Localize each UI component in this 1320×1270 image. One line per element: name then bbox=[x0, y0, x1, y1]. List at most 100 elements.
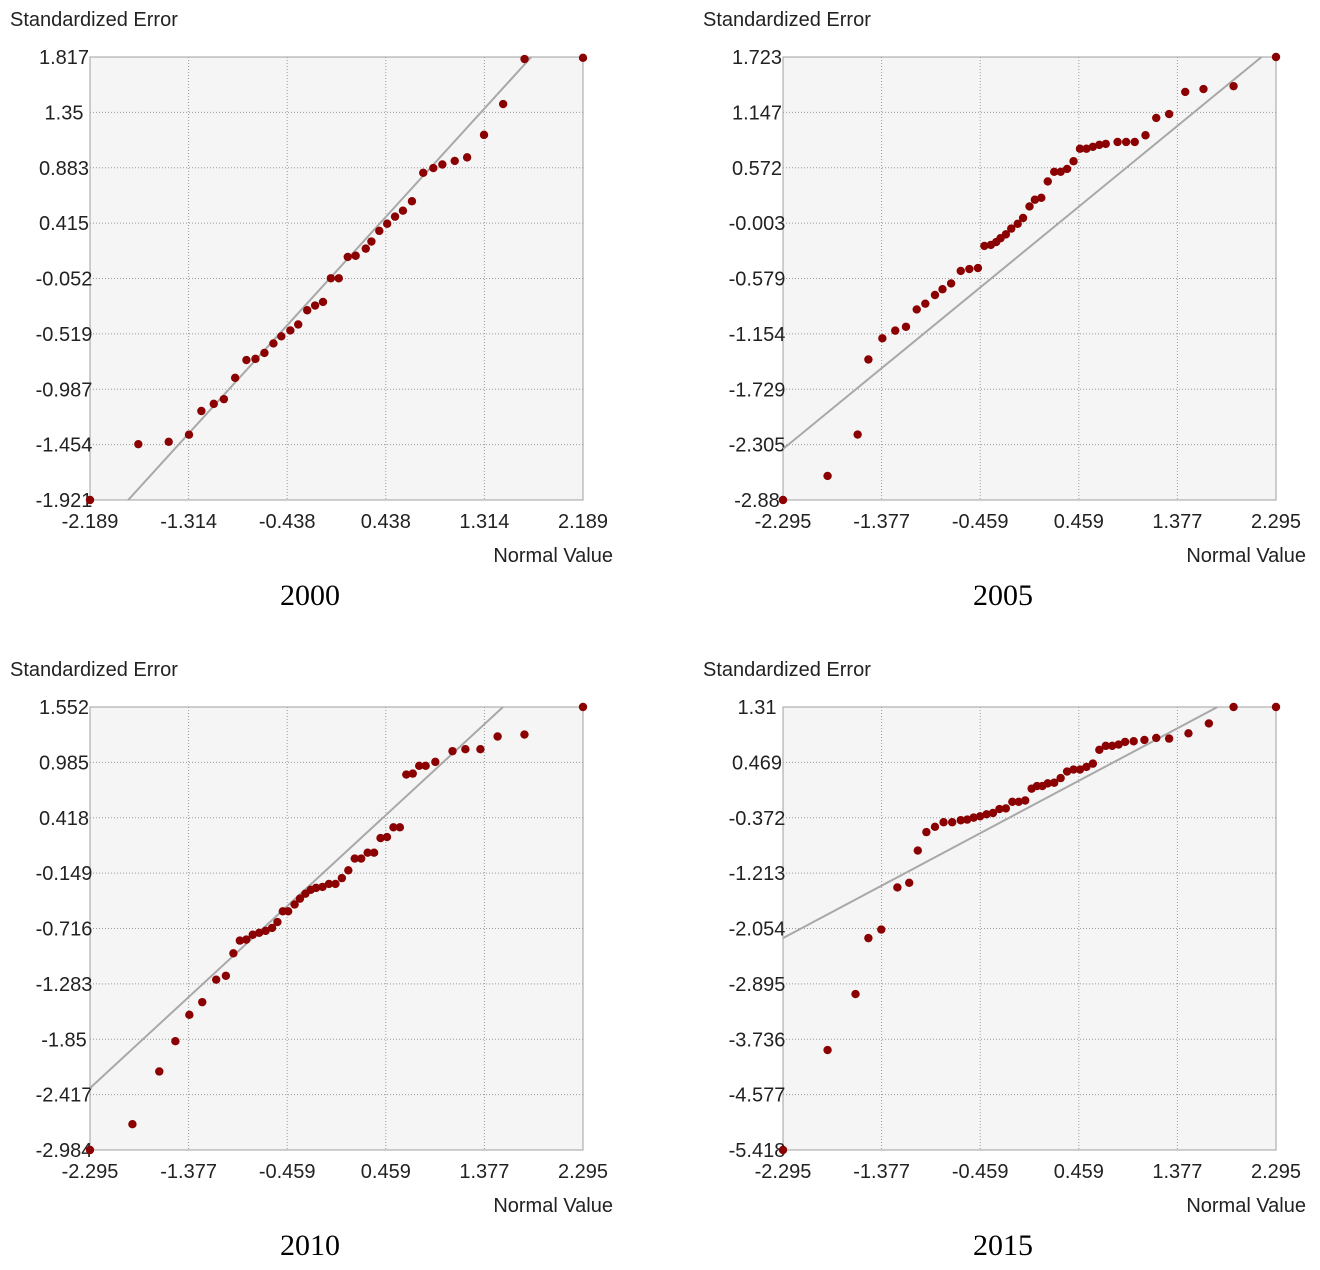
data-point bbox=[331, 879, 340, 889]
y-tick-label: 0.572 bbox=[732, 158, 782, 180]
y-tick-label: 1.35 bbox=[45, 102, 84, 124]
y-tick-label: -1.283 bbox=[36, 974, 93, 996]
data-point bbox=[230, 373, 240, 383]
data-point bbox=[303, 306, 312, 315]
data-point bbox=[290, 900, 299, 909]
data-point bbox=[988, 808, 998, 818]
data-point bbox=[164, 437, 173, 447]
y-tick-label: -1.454 bbox=[36, 435, 93, 457]
data-point bbox=[318, 297, 328, 307]
x-tick-label: 0.438 bbox=[361, 511, 411, 533]
data-point bbox=[1088, 759, 1098, 768]
x-tick-label: 2.295 bbox=[1251, 1161, 1301, 1183]
x-tick-label: 2.189 bbox=[558, 511, 608, 533]
y-tick-label: -2.417 bbox=[36, 1085, 93, 1107]
data-point bbox=[361, 244, 370, 253]
data-point bbox=[1056, 167, 1065, 177]
data-point bbox=[982, 810, 991, 819]
y-tick-label: -0.519 bbox=[36, 324, 93, 346]
data-point bbox=[1075, 765, 1085, 774]
data-point bbox=[938, 285, 947, 294]
data-point bbox=[155, 1067, 164, 1076]
x-tick-label: -2.295 bbox=[755, 1161, 812, 1183]
data-point bbox=[1014, 797, 1023, 807]
plot-frame bbox=[782, 56, 1277, 501]
data-point bbox=[946, 279, 956, 288]
data-point bbox=[1229, 702, 1238, 712]
y-tick-label: -1.729 bbox=[729, 379, 786, 401]
y-tick-label: -0.149 bbox=[36, 863, 93, 885]
y-tick-label: -0.052 bbox=[36, 269, 93, 291]
plot-frame bbox=[89, 706, 584, 1151]
y-tick-label: -0.003 bbox=[729, 213, 786, 235]
x-tick-label: 1.377 bbox=[1152, 1161, 1202, 1183]
data-point bbox=[864, 933, 873, 943]
data-point bbox=[905, 878, 914, 888]
data-point bbox=[369, 848, 379, 857]
data-point bbox=[85, 1145, 95, 1155]
x-tick-label: -1.377 bbox=[160, 1161, 217, 1183]
x-tick-label: -1.377 bbox=[853, 1161, 910, 1183]
data-point bbox=[407, 197, 417, 206]
y-tick-label: -2.88 bbox=[734, 490, 780, 512]
y-axis-label: Standardized Error bbox=[10, 659, 178, 681]
data-point bbox=[1050, 778, 1059, 787]
data-point bbox=[930, 822, 940, 832]
x-tick-label: -1.314 bbox=[160, 511, 217, 533]
data-point bbox=[1008, 797, 1017, 807]
data-point bbox=[295, 894, 305, 903]
data-point bbox=[1082, 762, 1091, 772]
data-point bbox=[1130, 137, 1139, 147]
x-tick-label: -0.459 bbox=[259, 1161, 316, 1183]
data-point bbox=[1088, 142, 1098, 151]
data-point bbox=[1062, 767, 1072, 776]
data-point bbox=[969, 813, 978, 822]
data-point bbox=[1018, 213, 1028, 223]
data-point bbox=[277, 332, 286, 341]
data-point bbox=[1043, 177, 1052, 186]
y-tick-label: -1.85 bbox=[41, 1029, 87, 1051]
data-point bbox=[382, 832, 392, 842]
data-point bbox=[476, 744, 485, 754]
data-point bbox=[85, 495, 95, 505]
qq-panel-2015: 1.31 0.469 -0.372 -1.213 -2.054 -2.895 -3.736 -… bbox=[693, 650, 1320, 1270]
y-tick-label: -2.895 bbox=[729, 974, 786, 996]
plot-frame bbox=[89, 56, 584, 501]
y-axis-label: Standardized Error bbox=[703, 9, 871, 31]
data-point bbox=[930, 290, 940, 300]
data-point bbox=[294, 320, 303, 329]
data-point bbox=[493, 732, 502, 741]
data-point bbox=[913, 846, 922, 855]
data-point bbox=[1001, 804, 1011, 813]
x-tick-label: -1.377 bbox=[853, 511, 910, 533]
x-tick-label: -2.295 bbox=[755, 511, 812, 533]
data-point bbox=[212, 975, 221, 984]
data-point bbox=[351, 251, 360, 260]
data-point bbox=[376, 833, 385, 843]
y-axis-label: Standardized Error bbox=[10, 9, 178, 31]
data-point bbox=[823, 1045, 832, 1055]
data-point bbox=[1140, 735, 1149, 745]
data-point bbox=[963, 815, 972, 824]
y-tick-label: -3.736 bbox=[729, 1029, 786, 1051]
data-point bbox=[864, 355, 873, 364]
plot-frame bbox=[782, 706, 1277, 1151]
reference-line bbox=[783, 57, 1263, 450]
x-axis-label: Normal Value bbox=[1186, 1195, 1306, 1217]
data-point bbox=[242, 935, 251, 944]
data-point bbox=[235, 936, 245, 945]
y-tick-label: -1.213 bbox=[729, 863, 786, 885]
data-point bbox=[334, 274, 343, 283]
data-point bbox=[1129, 737, 1138, 746]
x-tick-label: 1.314 bbox=[459, 511, 509, 533]
data-point bbox=[344, 866, 353, 875]
data-point bbox=[1037, 193, 1046, 203]
chart-caption: 2005 bbox=[973, 579, 1033, 612]
y-axis-label: Standardized Error bbox=[703, 659, 871, 681]
data-point bbox=[1271, 702, 1281, 712]
y-tick-label: -1.921 bbox=[36, 490, 93, 512]
data-point bbox=[254, 928, 264, 937]
data-point bbox=[947, 818, 957, 827]
data-point bbox=[248, 930, 257, 939]
data-point bbox=[350, 854, 359, 863]
